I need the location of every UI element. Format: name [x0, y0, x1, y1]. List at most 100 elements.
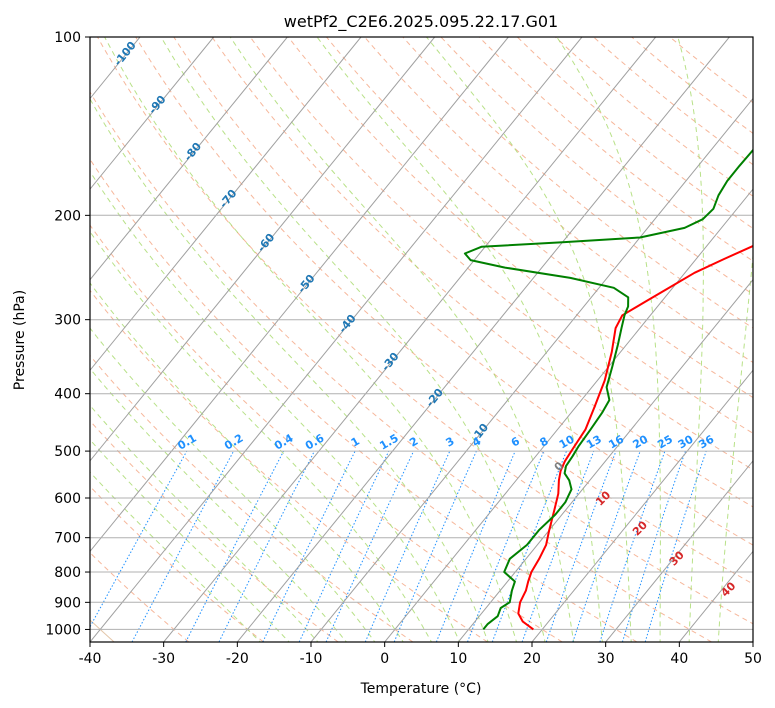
- dry-adiabat: [173, 37, 753, 546]
- mixing-ratio-line: [185, 450, 285, 642]
- moist-adiabat-label: 10: [593, 488, 613, 508]
- dry-adiabat: [326, 37, 753, 399]
- moist-adiabat: [316, 37, 603, 642]
- mixing-ratio-line: [325, 450, 415, 642]
- y-tick-label: 100: [54, 30, 81, 46]
- mixing-ratio-line: [572, 450, 641, 642]
- dry-adiabat: [669, 37, 753, 104]
- mixing-ratio-line: [364, 450, 451, 642]
- moist-adiabat: [717, 250, 753, 642]
- isotherm: [531, 369, 753, 642]
- isotherm: [163, 37, 657, 642]
- mixing-ratio-line: [545, 450, 617, 642]
- moist-adiabat: [90, 282, 404, 642]
- x-tick-label: 40: [670, 651, 688, 667]
- mixing-ratio-label: 16: [606, 432, 626, 451]
- mixing-ratio-label: 0.1: [175, 432, 198, 453]
- moist-adiabat: [90, 471, 262, 642]
- mixing-ratio-label: 1: [349, 435, 362, 450]
- isotherm: [457, 278, 753, 642]
- mixing-ratio-label: 8: [537, 435, 550, 450]
- moist-adiabat: [104, 37, 518, 642]
- isotherm: [90, 37, 583, 642]
- chart-title: wetPf2_C2E6.2025.095.22.17.G01: [284, 12, 558, 32]
- y-tick-label: 200: [54, 208, 81, 224]
- mixing-ratio-label: 3: [443, 435, 456, 450]
- mixing-ratio-line: [435, 450, 516, 642]
- mixing-ratio-line: [644, 450, 707, 642]
- dry-adiabat: [97, 37, 753, 625]
- x-tick-label: 50: [744, 651, 762, 667]
- mixing-ratio-line: [621, 450, 686, 642]
- dry-adiabat: [211, 37, 753, 508]
- moist-adiabat: [90, 230, 433, 642]
- isotherm: [0, 37, 66, 642]
- mixing-ratio-label: 0.6: [303, 431, 327, 452]
- mixing-ratio-label: 2: [407, 435, 420, 450]
- isotherm: [236, 37, 730, 642]
- dry-adiabat: [90, 289, 488, 642]
- mixing-ratio-line: [298, 450, 390, 642]
- moist-adiabat: [677, 37, 704, 642]
- y-tick-label: 300: [54, 313, 81, 329]
- y-tick-label: 1000: [45, 622, 81, 638]
- moist-adiabat: [90, 97, 489, 642]
- dry-adiabat: [516, 37, 753, 230]
- mixing-ratio-line: [467, 450, 545, 642]
- dry-adiabat: [90, 552, 190, 642]
- moist-adiabat-label: 30: [667, 548, 687, 568]
- dry-adiabat: [135, 37, 753, 585]
- isotherm: [90, 37, 436, 462]
- dry-adiabat: [402, 37, 753, 329]
- mixing-ratio-lines: [90, 450, 707, 642]
- mixing-ratio-line: [90, 450, 188, 628]
- dry-adiabat: [287, 37, 753, 434]
- isotherm: [90, 37, 509, 553]
- moist-adiabat: [90, 170, 461, 642]
- mixing-ratio-label: 30: [676, 432, 696, 451]
- mixing-ratio-line: [131, 450, 235, 642]
- x-tick-label: 10: [449, 651, 467, 667]
- x-tick-label: -20: [226, 651, 249, 667]
- y-axis-title: Pressure (hPa): [12, 290, 28, 390]
- isotherm: [384, 188, 753, 642]
- x-tick-label: 30: [597, 651, 615, 667]
- isotherm: [90, 37, 215, 190]
- x-tick-label: -30: [152, 651, 175, 667]
- y-tick-label: 900: [54, 595, 81, 611]
- moist-adiabat: [556, 37, 661, 642]
- mixing-ratio-line: [521, 450, 595, 642]
- dewpoint-line: [463, 148, 753, 631]
- mixing-ratio-label: 0.4: [272, 431, 296, 452]
- isotherm: [752, 641, 753, 642]
- dry-adiabat: [90, 91, 712, 642]
- moist-adiabat: [90, 367, 348, 642]
- isotherm: [90, 37, 362, 372]
- mixing-ratio-line: [218, 450, 315, 642]
- plot-frame: [89, 36, 754, 643]
- dry-adiabat: [90, 158, 638, 642]
- y-tick-label: 600: [54, 491, 81, 507]
- dry-adiabat: [90, 485, 264, 642]
- temperature-line: [517, 244, 753, 631]
- isotherm: [678, 550, 753, 642]
- dry-adiabat: [593, 37, 753, 166]
- moist-adiabat: [426, 37, 632, 642]
- mixing-ratio-label: 20: [631, 432, 651, 451]
- x-axis-title: Temperature (°C): [360, 681, 482, 697]
- moist-adiabat: [160, 37, 546, 642]
- x-tick-label: 20: [523, 651, 541, 667]
- x-tick-label: -40: [79, 651, 102, 667]
- dry-adiabat: [364, 37, 753, 364]
- mixing-ratio-line: [491, 450, 567, 642]
- x-tick-label: -10: [300, 651, 323, 667]
- y-axis: 100 200 300 400 500 600 700 800 900 1000: [45, 30, 90, 638]
- moist-adiabat: [90, 439, 290, 642]
- y-tick-label: 700: [54, 531, 81, 547]
- moist-adiabat: [90, 327, 376, 642]
- mixing-ratio-label: 25: [655, 433, 675, 452]
- dry-adiabat: [555, 37, 753, 197]
- x-axis: -40 -30 -20 -10 0 10 20 30 40 50: [79, 642, 762, 667]
- dry-adiabat: [90, 354, 414, 642]
